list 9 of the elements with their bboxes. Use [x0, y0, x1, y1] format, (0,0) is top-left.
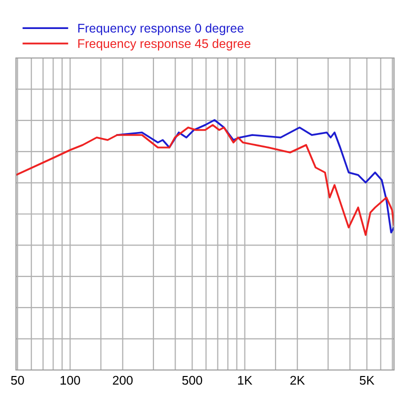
x-tick-label: 2K — [290, 376, 305, 385]
x-tick-label: 50 — [11, 376, 24, 385]
x-tick-label: 1K — [238, 376, 252, 385]
x-tick-label: 100 — [60, 376, 80, 385]
x-tick-label: 500 — [182, 376, 202, 385]
x-tick-label: 200 — [112, 376, 133, 385]
x-tick-label: 5K — [360, 376, 374, 385]
legend-label: Frequency response 45 degree — [78, 38, 250, 50]
legend-label: Frequency response 0 degree — [78, 23, 244, 36]
